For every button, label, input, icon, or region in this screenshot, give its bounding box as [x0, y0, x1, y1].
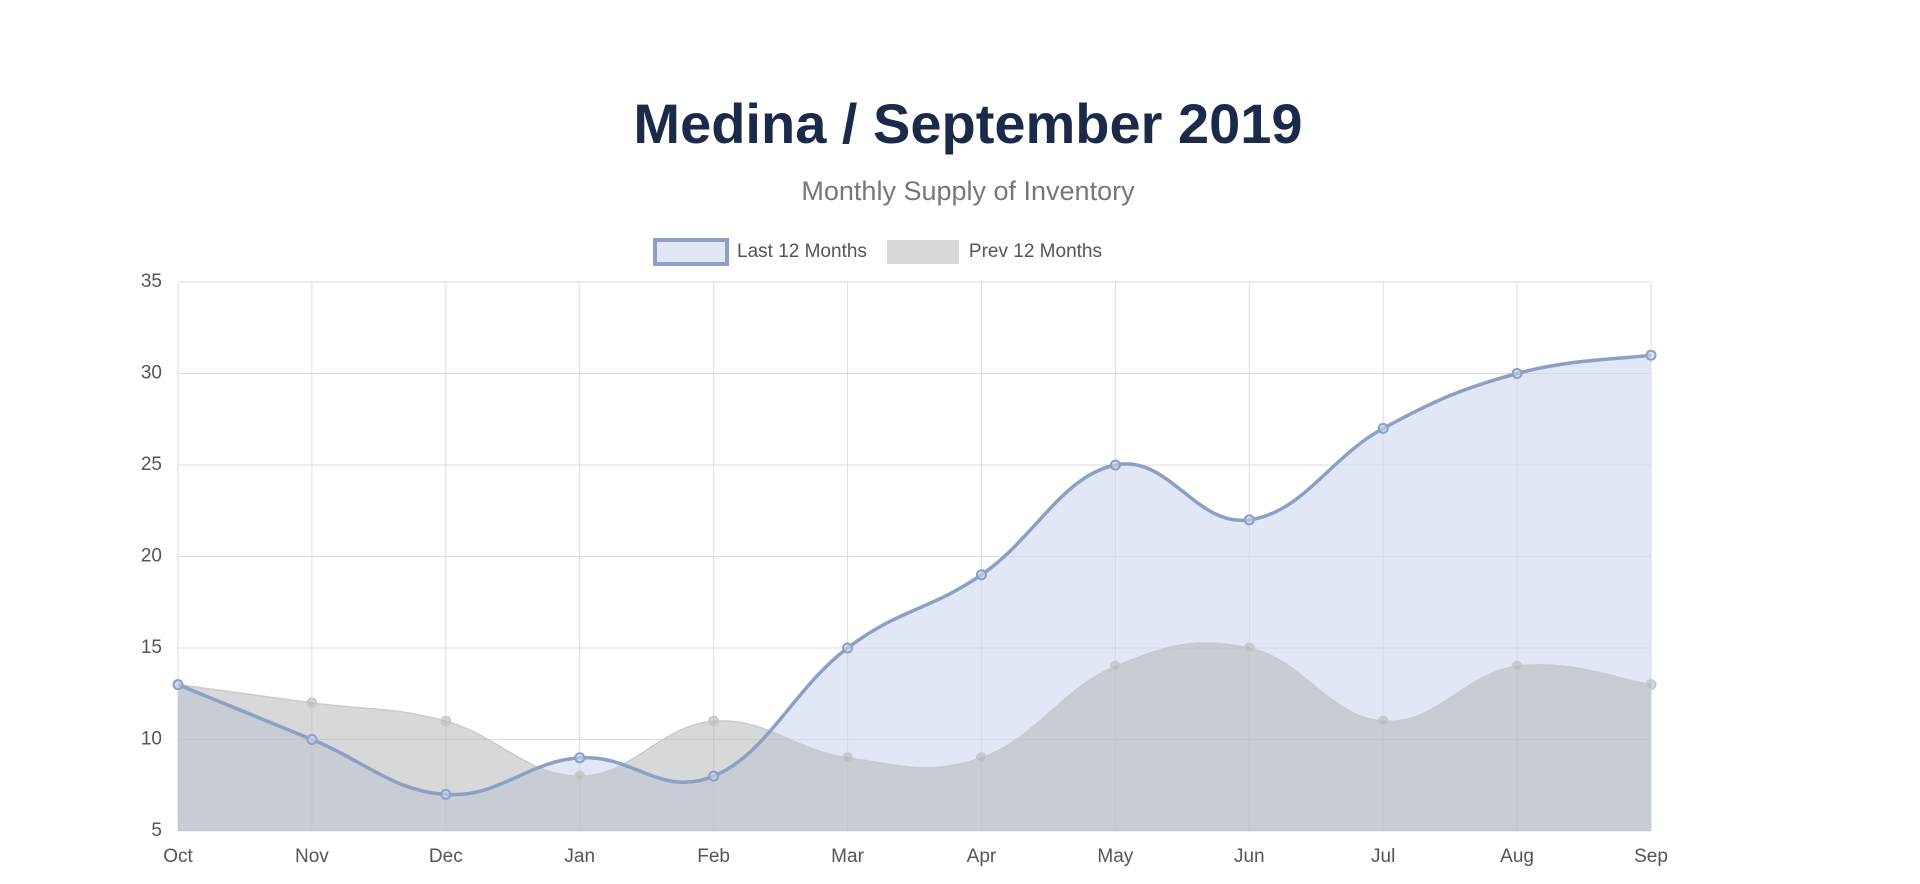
chart-title: Medina / September 2019 — [633, 92, 1302, 155]
point — [1377, 715, 1389, 727]
point — [708, 715, 720, 727]
y-tick-label: 30 — [141, 363, 162, 384]
x-tick-label: Jan — [564, 846, 595, 867]
x-tick-label: Aug — [1500, 846, 1534, 867]
x-tick-label: Jul — [1371, 846, 1395, 867]
x-tick-label: Apr — [967, 846, 997, 867]
point — [1511, 368, 1523, 379]
point — [440, 715, 452, 727]
point — [708, 770, 720, 782]
point — [975, 569, 987, 581]
area — [178, 642, 1651, 831]
legend-swatch — [653, 238, 729, 266]
point — [574, 770, 586, 782]
point — [975, 752, 987, 764]
x-tick-label: Feb — [697, 846, 730, 867]
y-tick-label: 15 — [141, 637, 162, 658]
point — [172, 679, 184, 691]
x-tick-label: Mar — [831, 846, 864, 867]
point — [1645, 679, 1657, 691]
point — [1109, 459, 1121, 471]
point — [574, 752, 586, 764]
point — [1511, 660, 1523, 672]
point — [1243, 642, 1255, 654]
point — [440, 788, 452, 800]
point — [1109, 660, 1121, 672]
x-tick-label: May — [1097, 846, 1133, 867]
y-tick-label: 20 — [141, 546, 162, 567]
x-tick-label: Jun — [1234, 846, 1265, 867]
y-tick-label: 10 — [141, 729, 162, 750]
y-tick-label: 5 — [151, 820, 162, 841]
point — [1377, 422, 1389, 434]
chart-subtitle: Monthly Supply of Inventory — [801, 176, 1135, 206]
y-tick-label: 35 — [141, 271, 162, 292]
point — [1645, 349, 1657, 361]
legend-label: Prev 12 Months — [969, 241, 1102, 262]
point — [306, 734, 318, 745]
point — [842, 752, 854, 764]
point — [1243, 514, 1255, 526]
point — [306, 697, 318, 709]
legend-swatch — [886, 240, 959, 264]
point — [842, 642, 854, 654]
x-tick-label: Dec — [429, 846, 463, 867]
y-tick-label: 25 — [141, 454, 162, 475]
x-tick-label: Oct — [163, 846, 193, 867]
x-tick-label: Sep — [1634, 846, 1668, 867]
x-tick-label: Nov — [295, 846, 329, 867]
legend-label: Last 12 Months — [737, 241, 867, 262]
legend: Last 12 Months Prev 12 Months — [653, 238, 1102, 266]
